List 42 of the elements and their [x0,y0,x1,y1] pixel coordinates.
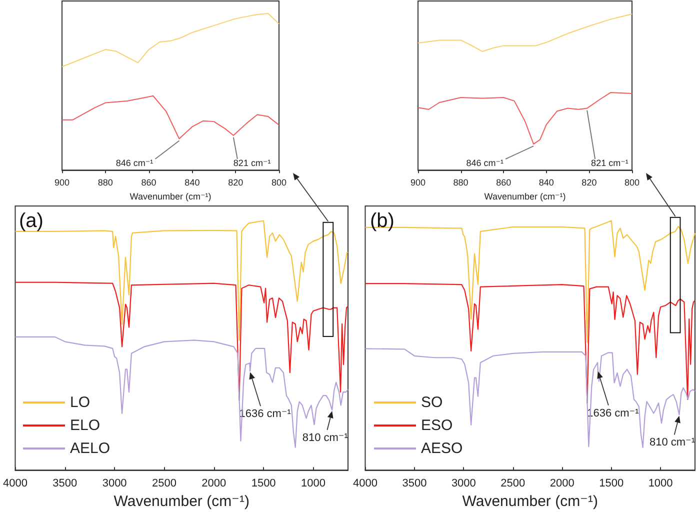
x-tick-label: 900 [410,178,426,188]
x-tick-label: 800 [271,178,287,188]
annotation: 821 cm⁻¹ [591,158,628,168]
x-tick-label: 2000 [202,478,226,490]
x-tick-label: 860 [141,178,156,188]
x-tick-label: 840 [538,178,554,188]
legend-label: AELO [70,440,110,457]
x-tick-label: 4000 [352,478,378,490]
legend-label: AESO [421,440,463,457]
x-tick-label: 880 [98,178,113,188]
x-tick-label: 4000 [2,478,28,490]
x-tick-label: 2500 [152,478,176,490]
x-tick-label: 2500 [500,478,526,490]
x-tick-label: 820 [582,178,597,188]
x-tick-label: 2000 [550,478,574,490]
x-tick-label: 880 [453,178,468,188]
chart-title: (b) [370,210,394,232]
x-tick-label: 3000 [102,478,127,490]
x-tick-label: 800 [624,178,640,188]
x-axis-title: Wavenumber (cm⁻¹) [114,493,250,510]
legend-label: ESO [421,417,453,434]
legend-label: ELO [70,417,100,434]
x-axis-title: Wavenumber (cm⁻¹) [484,192,566,202]
x-tick-label: 1000 [648,478,673,490]
x-tick-label: 860 [496,178,512,188]
x-axis-title: Wavenumber (cm⁻¹) [130,192,212,202]
x-tick-label: 820 [228,178,244,188]
annotation: 846 cm⁻¹ [116,158,154,168]
x-tick-label: 3500 [402,478,427,490]
annotation: 821 cm⁻¹ [233,158,271,168]
chart-title: (a) [19,210,44,232]
annotation: 846 cm⁻¹ [466,158,504,168]
x-tick-label: 3000 [451,478,476,490]
x-tick-label: 3500 [52,478,78,490]
x-tick-label: 900 [54,178,70,188]
x-tick-label: 1500 [599,478,624,490]
x-tick-label: 1000 [300,478,326,490]
x-tick-label: 1500 [251,478,276,490]
legend-label: LO [70,394,90,411]
legend-label: SO [421,394,443,411]
x-axis-title: Wavenumber (cm⁻¹) [462,493,598,510]
x-tick-label: 840 [184,178,200,188]
